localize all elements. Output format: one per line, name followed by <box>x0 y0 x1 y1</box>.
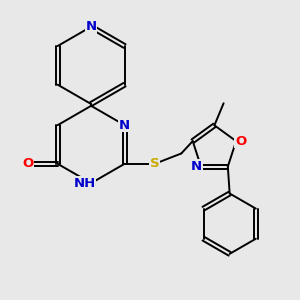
Text: N: N <box>119 119 130 132</box>
Text: N: N <box>191 160 202 173</box>
Text: S: S <box>150 157 160 170</box>
Text: N: N <box>85 20 97 33</box>
Text: NH: NH <box>74 177 96 190</box>
Text: O: O <box>22 157 34 170</box>
Text: O: O <box>235 135 246 148</box>
